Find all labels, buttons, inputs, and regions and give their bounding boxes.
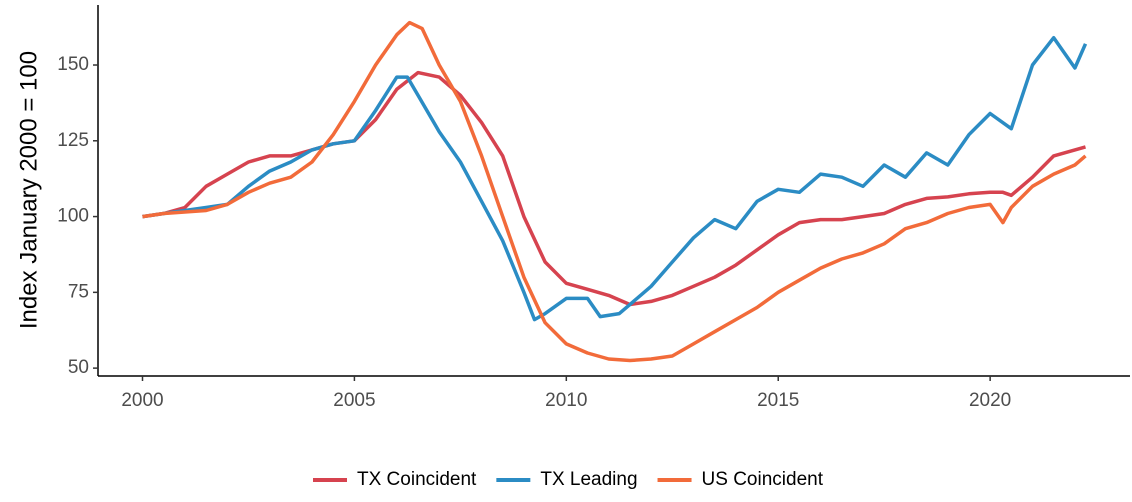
legend-label: TX Coincident [357,469,477,490]
series-line [142,70,1086,307]
y-tick-label: 75 [68,281,89,302]
y-tick-label: 150 [57,54,89,75]
x-tick-label: 2015 [757,390,799,411]
legend-label: US Coincident [702,469,824,490]
y-axis-label: Index January 2000 = 100 [15,51,42,329]
y-tick-label: 50 [68,357,89,378]
series-line [142,35,1088,322]
y-tick-label: 125 [57,130,89,151]
y-tick-label: 100 [57,206,89,227]
legend-label: TX Leading [540,469,637,490]
x-tick-label: 2005 [333,390,375,411]
x-tick-label: 2000 [121,390,163,411]
series-line [142,20,1087,363]
x-tick-label: 2010 [545,390,587,411]
x-tick-label: 2020 [969,390,1011,411]
